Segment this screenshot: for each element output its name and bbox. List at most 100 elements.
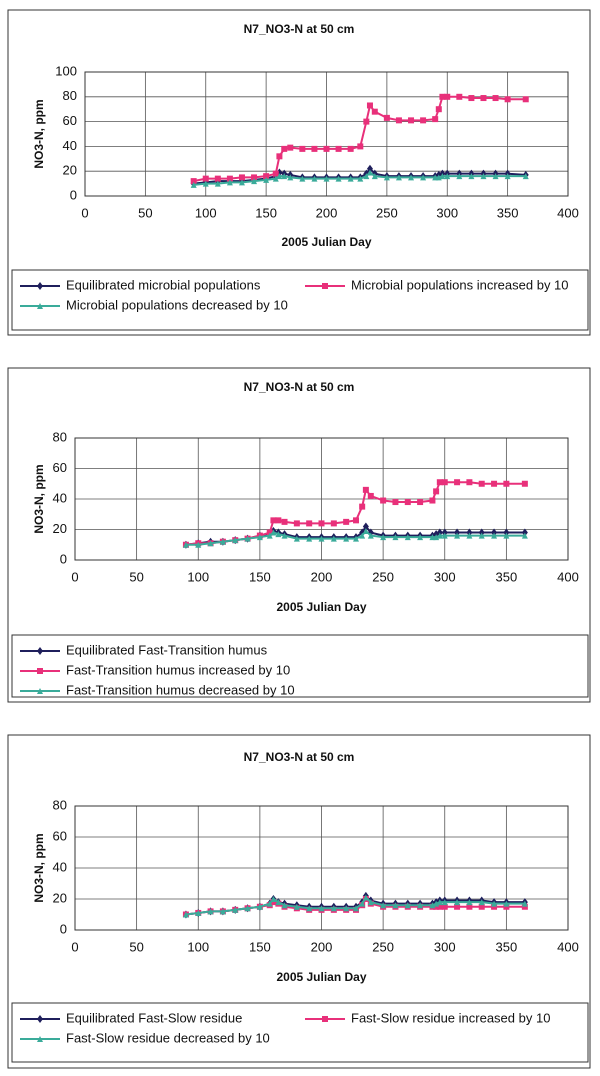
legend-label: Equilibrated Fast-Slow residue — [66, 1010, 242, 1025]
legend-marker — [37, 303, 43, 309]
marker — [238, 174, 245, 181]
marker — [244, 905, 251, 912]
marker — [417, 499, 424, 506]
legend-label: Equilibrated Fast-Transition humus — [66, 642, 268, 657]
marker — [404, 902, 411, 909]
series-line — [193, 171, 526, 186]
marker — [503, 903, 510, 910]
marker — [395, 117, 402, 124]
marker — [293, 903, 300, 910]
y-tick-label: 40 — [53, 490, 67, 505]
series-line — [185, 895, 525, 916]
y-axis-label: NO3-N, ppm — [32, 464, 46, 533]
marker — [392, 534, 399, 541]
legend-marker — [37, 282, 43, 290]
marker — [238, 179, 245, 186]
marker — [367, 492, 374, 499]
marker — [417, 902, 424, 909]
marker — [441, 903, 448, 910]
marker — [468, 173, 475, 180]
marker — [318, 905, 325, 912]
marker — [454, 899, 461, 906]
marker — [503, 532, 510, 539]
marker — [353, 905, 360, 912]
marker — [263, 173, 270, 180]
marker — [357, 143, 364, 150]
y-tick-label: 80 — [53, 429, 67, 444]
x-tick-label: 350 — [497, 205, 519, 220]
marker — [439, 173, 446, 180]
marker — [256, 534, 263, 541]
legend-label: Fast-Slow residue increased by 10 — [351, 1010, 550, 1025]
y-tick-label: 20 — [63, 163, 77, 178]
marker — [347, 145, 354, 152]
chart-title: N7_NO3-N at 50 cm — [244, 380, 355, 394]
marker — [454, 903, 461, 910]
marker — [504, 96, 511, 103]
marker — [263, 176, 270, 183]
marker — [343, 518, 350, 525]
marker — [311, 145, 318, 152]
legend-label: Microbial populations increased by 10 — [351, 277, 569, 292]
marker — [478, 480, 485, 487]
legend-box — [11, 634, 589, 698]
x-tick-label: 300 — [436, 205, 458, 220]
marker — [287, 174, 294, 181]
marker — [480, 95, 487, 102]
marker — [353, 517, 360, 524]
marker — [521, 480, 528, 487]
marker — [353, 535, 360, 542]
marker — [232, 906, 239, 913]
y-tick-label: 80 — [53, 797, 67, 812]
marker — [244, 535, 251, 542]
legend-box — [11, 1002, 589, 1063]
marker — [404, 534, 411, 541]
marker — [503, 528, 510, 537]
marker — [491, 480, 498, 487]
x-axis-label: 2005 Julian Day — [276, 600, 366, 614]
marker — [439, 93, 446, 100]
marker — [466, 528, 473, 537]
legend-marker — [37, 668, 43, 674]
marker — [366, 169, 373, 176]
marker — [383, 114, 390, 121]
marker — [251, 178, 258, 185]
y-tick-label: 0 — [60, 551, 67, 566]
y-tick-label: 0 — [70, 187, 77, 202]
marker — [190, 178, 197, 185]
marker — [362, 486, 369, 493]
marker — [444, 93, 451, 100]
marker — [335, 145, 342, 152]
x-tick-label: 300 — [434, 569, 456, 584]
marker — [492, 173, 499, 180]
marker — [318, 535, 325, 542]
marker — [380, 902, 387, 909]
x-tick-label: 350 — [496, 939, 518, 954]
marker — [275, 531, 282, 538]
marker — [293, 535, 300, 542]
marker — [232, 537, 239, 544]
marker — [318, 520, 325, 527]
marker — [478, 903, 485, 910]
marker — [366, 102, 373, 109]
series-line — [185, 529, 525, 546]
marker — [330, 905, 337, 912]
marker — [433, 488, 440, 495]
legend-box — [11, 269, 589, 331]
marker — [491, 528, 498, 537]
marker — [270, 517, 277, 524]
marker — [270, 529, 277, 536]
y-tick-label: 20 — [53, 890, 67, 905]
x-tick-label: 250 — [372, 939, 394, 954]
x-tick-label: 0 — [71, 939, 78, 954]
marker — [491, 900, 498, 907]
legend-label: Fast-Slow residue decreased by 10 — [66, 1030, 270, 1045]
series-line — [193, 167, 526, 185]
x-tick-label: 150 — [255, 205, 277, 220]
marker — [357, 175, 364, 182]
marker — [256, 903, 263, 910]
marker — [276, 153, 283, 160]
x-axis-label: 2005 Julian Day — [276, 970, 366, 984]
marker — [266, 532, 273, 539]
